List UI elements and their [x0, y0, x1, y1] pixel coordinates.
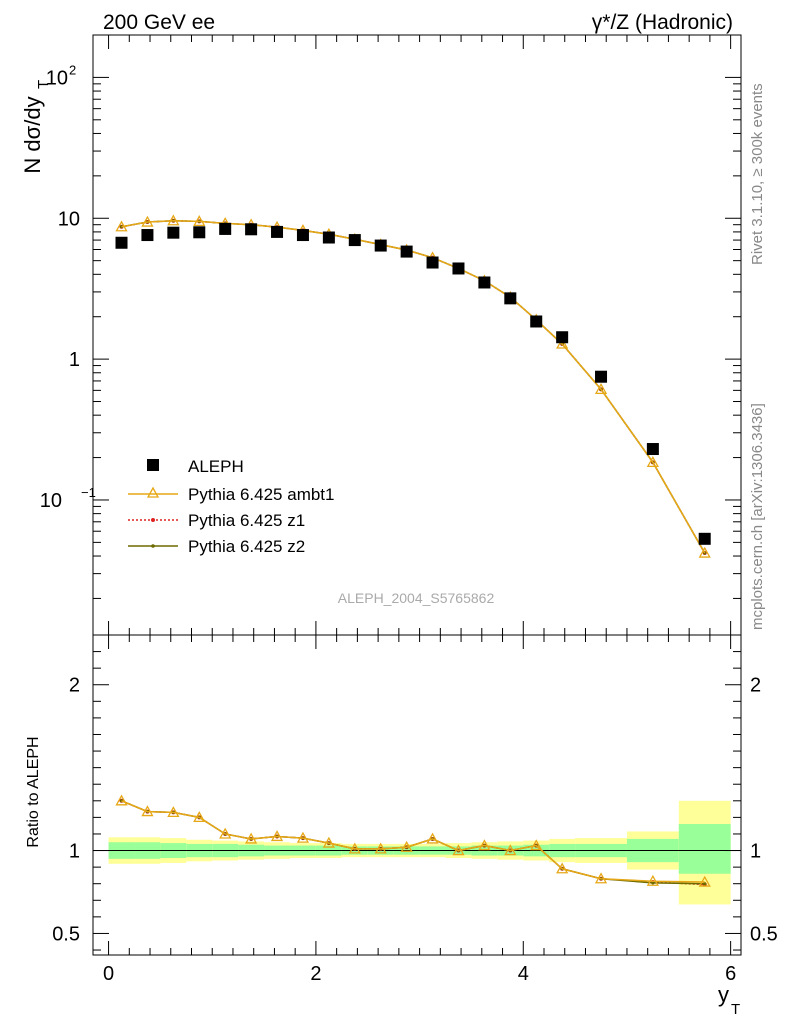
legend-marker-z2 [151, 544, 155, 548]
ratio-marker-ambt1 [646, 874, 659, 886]
ratio-marker-ambt1 [270, 830, 284, 842]
ratio-y-tick-label: 2 [69, 675, 80, 697]
header-left: 200 GeV ee [103, 11, 215, 34]
ratio-marker-ambt1 [348, 842, 361, 854]
data-point-aleph [595, 370, 608, 383]
data-point-aleph [322, 231, 335, 244]
ratio-y-tick-label: 1 [69, 841, 80, 863]
legend-label-z2: Pythia 6.425 z2 [188, 537, 305, 556]
analysis-watermark: ALEPH_2004_S5765862 [338, 590, 495, 606]
ratio-marker-ambt1 [698, 875, 711, 887]
main-marker-ambt1 [646, 456, 659, 467]
main-marker-ambt1 [594, 383, 608, 395]
data-point-aleph [167, 226, 180, 239]
main-marker-ambt1 [193, 215, 206, 227]
ratio-frame [92, 634, 742, 956]
ratio-y-tick-label: 0.5 [52, 923, 80, 945]
main-y-tick-label-exponent: −1 [81, 485, 96, 500]
main-marker-ambt1 [698, 546, 711, 558]
main-marker-ambt1 [556, 337, 569, 349]
legend-marker-ambt1 [146, 486, 160, 498]
legend-entry-aleph: ALEPH [147, 457, 244, 476]
data-point-aleph [296, 229, 309, 242]
legend-entry-z1: Pythia 6.425 z1 [128, 511, 305, 530]
ratio-marker-ambt1 [594, 872, 608, 884]
ratio-marker-ambt1 [452, 844, 465, 856]
x-tick-label: 0 [103, 963, 114, 985]
data-point-aleph [556, 331, 569, 344]
data-point-aleph [646, 443, 659, 456]
legend-entry-z2: Pythia 6.425 z2 [128, 537, 305, 556]
main-y-tick-label: 10 [40, 490, 62, 512]
data-point-aleph [530, 315, 543, 328]
data-point-aleph [478, 276, 491, 289]
ratio-marker-ambt1 [556, 862, 569, 874]
x-label-subscript: T [731, 1001, 740, 1018]
ratio-marker-ambt1 [322, 836, 335, 848]
ratio-line-ambt1 [121, 800, 705, 883]
main-y-tick-label: 10 [58, 208, 80, 230]
legend-label-z1: Pythia 6.425 z1 [188, 511, 305, 530]
data-point-aleph [698, 532, 711, 545]
main-y-label-text: N dσ/dy [20, 96, 45, 173]
data-point-aleph [452, 262, 465, 275]
data-point-aleph [426, 256, 439, 269]
ratio-marker-z2 [651, 881, 655, 885]
ratio-marker-ambt1 [374, 842, 387, 854]
data-point-aleph [219, 222, 232, 235]
ratio-marker-ambt1 [504, 844, 517, 856]
legend-marker-aleph [147, 459, 159, 471]
ratio-marker-ambt1 [478, 839, 491, 851]
main-y-tick-label: 1 [69, 349, 80, 371]
ratio-marker-ambt1 [245, 832, 258, 844]
x-label-text: y [718, 982, 729, 1007]
data-point-aleph [141, 229, 154, 242]
legend-entry-ambt1: Pythia 6.425 ambt1 [128, 485, 334, 504]
ratio-marker-ambt1 [115, 794, 128, 806]
ratio-marker-ambt1 [400, 840, 413, 852]
main-y-label-subscript: T [35, 80, 52, 89]
legend-label-ambt1: Pythia 6.425 ambt1 [188, 485, 334, 504]
legend: ALEPH Pythia 6.425 ambt1 Pythia 6.425 z1… [128, 457, 334, 556]
data-point-aleph [193, 226, 206, 239]
mcplots-source-label: mcplots.cern.ch [arXiv:1306.3436] [749, 403, 766, 630]
data-point-aleph [400, 245, 413, 258]
data-point-aleph [271, 225, 284, 238]
ratio-marker-ambt1 [141, 805, 154, 817]
main-marker-ambt1 [115, 220, 128, 232]
ratio-y-tick-label-right: 1 [750, 841, 761, 863]
main-marker-ambt1 [141, 215, 154, 227]
ratio-marker-ambt1 [296, 831, 310, 843]
ratio-marker-z2 [703, 882, 707, 886]
legend-label-aleph: ALEPH [188, 457, 244, 476]
main-y-tick-label-exponent: 2 [69, 62, 76, 77]
data-point-aleph [245, 223, 258, 236]
rivet-version-label: Rivet 3.1.10, ≥ 300k events [749, 83, 766, 265]
data-point-aleph [115, 236, 128, 249]
ratio-y-axis-label: Ratio to ALEPH [25, 736, 42, 847]
ratio-band-inner [678, 824, 731, 874]
ratio-marker-ambt1 [530, 839, 543, 851]
ratio-y-tick-label-right: 2 [750, 675, 761, 697]
data-point-aleph [348, 234, 361, 247]
x-tick-label: 2 [310, 963, 321, 985]
ratio-marker-ambt1 [167, 806, 180, 818]
x-axis-label: y T [718, 982, 740, 1018]
main-y-axis-label: N dσ/dy T [20, 80, 52, 174]
data-point-aleph [504, 292, 517, 305]
ratio-y-tick-label-right: 0.5 [750, 923, 778, 945]
header-right: γ*/Z (Hadronic) [592, 11, 733, 34]
ratio-marker-ambt1 [193, 811, 206, 823]
x-tick-label: 6 [725, 963, 736, 985]
data-point-aleph [374, 239, 387, 252]
ratio-marker-ambt1 [219, 827, 232, 839]
main-y-tick-label: 10 [46, 67, 68, 89]
legend-marker-z1 [151, 518, 155, 522]
ratio-panel: 0 2 4 6 0.5 0.5 1 1 2 2 [52, 35, 778, 985]
ratio-marker-ambt1 [426, 832, 439, 844]
x-tick-label: 4 [518, 963, 529, 985]
main-marker-ambt1 [167, 214, 180, 226]
